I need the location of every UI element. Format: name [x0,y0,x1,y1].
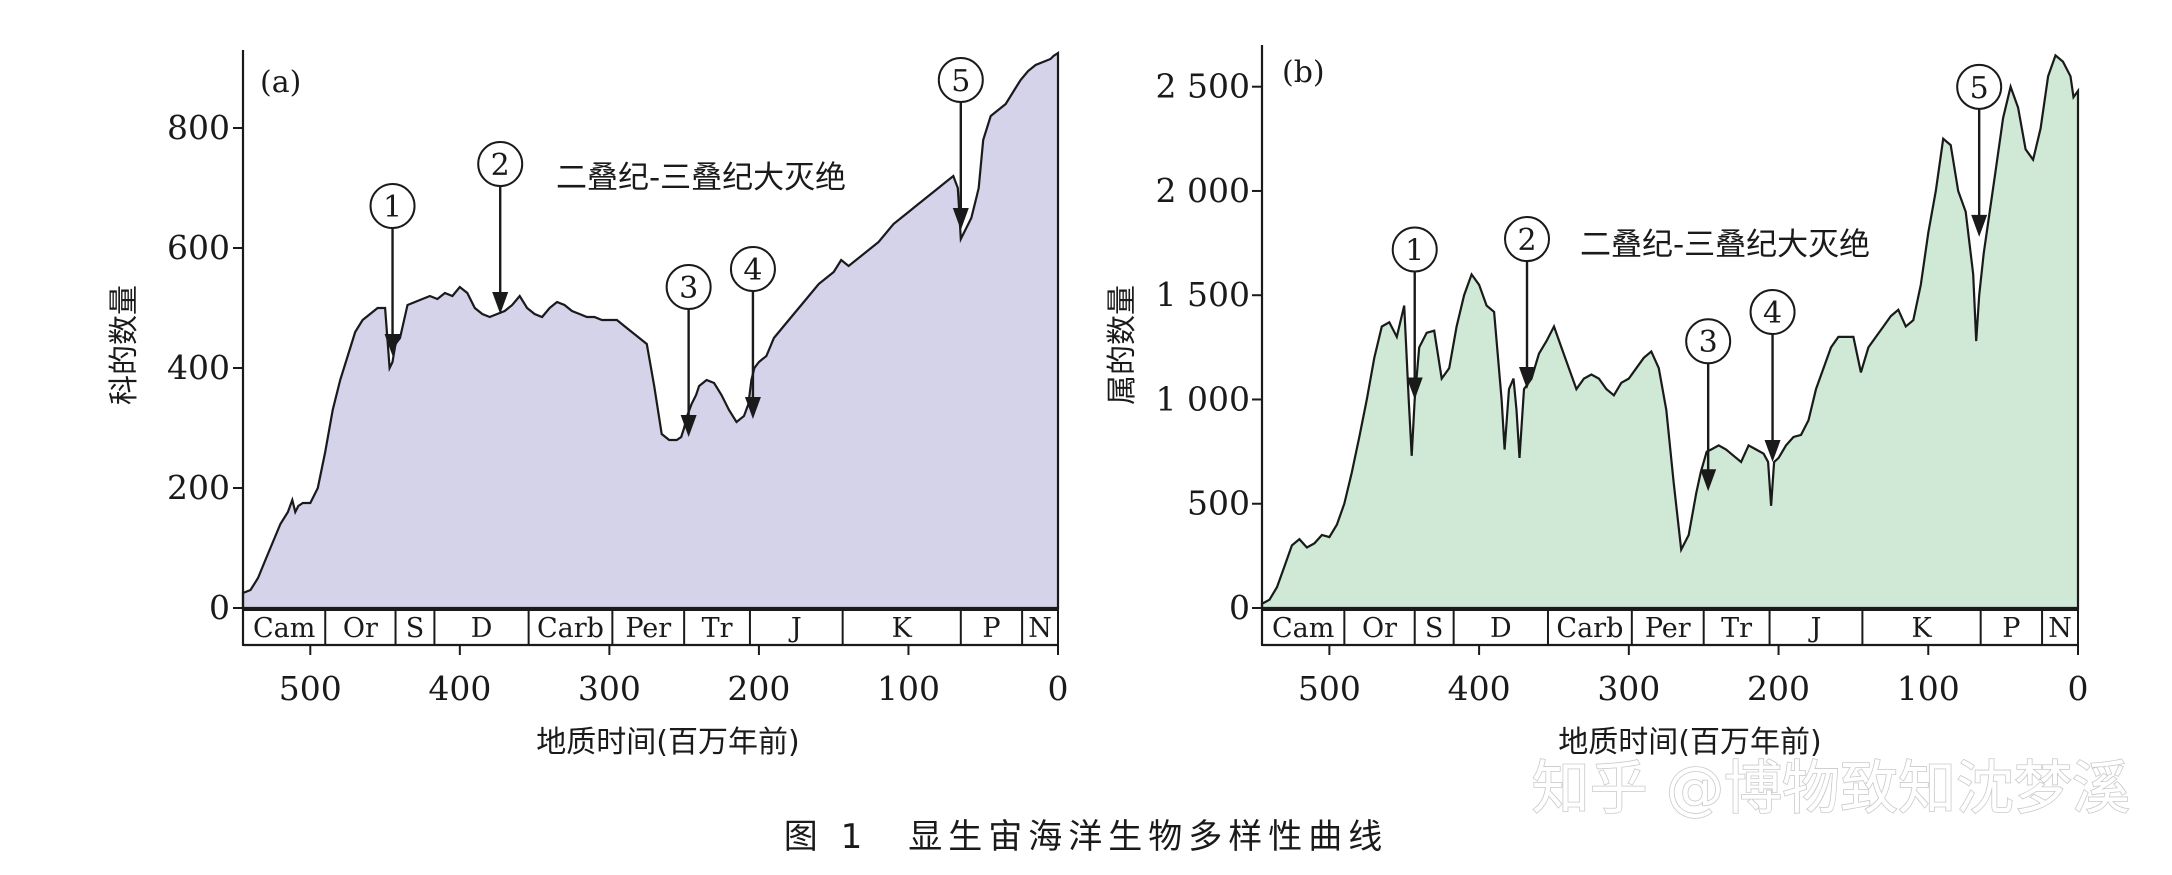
period-label: Per [625,613,671,644]
panel-a-events: 1 2 3 4 5 [369,57,984,437]
event-marker-number: 4 [1763,296,1782,331]
event-arrow-head [1700,469,1717,492]
event-marker-number: 5 [1970,71,1989,106]
panel-b-label: (b) [1282,55,1325,90]
x-tick-label: 400 [1448,669,1511,708]
watermark: 知乎 @博物致知沈梦溪 [1532,754,2130,822]
x-tick-label: 100 [877,669,940,708]
event-marker-number: 5 [951,64,970,99]
x-tick-label: 500 [279,669,342,708]
panel-b: Cam Or S D Carb Per Tr J K P N 500 400 300 200 100 0 0 50… [1105,45,2089,760]
event-marker-number: 2 [491,148,510,183]
y-tick-label: 800 [167,108,230,147]
event-marker-number: 2 [1517,223,1536,258]
panel-b-annotation: 二叠纪-三叠纪大灭绝 [1580,227,1870,263]
panel-b-x-axis-title: 地质时间(百万年前) [1558,725,1821,760]
y-tick-label: 2 000 [1156,171,1250,210]
period-label: N [1028,613,1052,644]
period-label: Per [1645,613,1691,644]
figure-caption: 图 1 显生宙海洋生物多样性曲线 [784,817,1388,857]
panel-b-y-axis-title: 属的数量 [1105,285,1140,405]
period-label: Carb [1556,613,1623,644]
event-arrow-head [680,415,697,437]
y-tick-label: 200 [167,468,230,507]
event-arrow-head [384,334,401,356]
event-arrow-head [1519,367,1536,390]
period-label: Tr [1721,613,1752,644]
panel-a-annotation: 二叠纪-三叠纪大灭绝 [556,160,846,196]
period-label: K [1911,613,1932,644]
panel-a-label: (a) [260,65,301,100]
event-marker-number: 4 [743,253,762,288]
event-marker-number: 1 [383,190,402,225]
event-arrow-head [744,397,761,419]
y-tick-label: 1 500 [1156,275,1250,314]
y-tick-label: 400 [167,348,230,387]
period-label: N [2048,613,2072,644]
event-arrow-head [1406,377,1423,400]
event-marker-number: 3 [1699,325,1718,360]
event-arrow-head [492,292,509,314]
panel-b-events: 1 2 3 4 5 [1391,63,2003,492]
period-label: D [471,613,493,644]
period-label: P [2002,613,2020,644]
panel-a-x-axis-title: 地质时间(百万年前) [536,725,799,760]
x-tick-label: 100 [1897,669,1960,708]
y-tick-label: 0 [209,588,230,627]
period-label: P [982,613,1000,644]
event-arrow-head [1971,214,1988,237]
panel-a: Cam Or S D Carb Per Tr J K P N 500 400 300 200 100 0 0 20… [107,50,1069,760]
x-tick-label: 200 [1747,669,1810,708]
event-arrow-head [952,208,969,230]
period-band-box [1261,609,2079,646]
period-label: D [1490,613,1512,644]
period-label: Cam [1272,613,1334,644]
y-tick-label: 2 500 [1156,67,1250,106]
x-tick-label: 200 [727,669,790,708]
period-label: Carb [537,613,604,644]
panel-a-ticks: 500 400 300 200 100 0 0 200 400 600 800 [167,108,1069,708]
panel-a-area [241,50,1060,610]
period-label: S [406,613,425,644]
x-tick-label: 300 [578,669,641,708]
y-tick-label: 500 [1187,484,1250,523]
x-tick-label: 400 [428,669,491,708]
event-marker-number: 1 [1405,233,1424,268]
y-tick-label: 600 [167,228,230,267]
panel-b-period-band: Cam Or S D Carb Per Tr J K P N [1261,609,2079,646]
period-label: Tr [702,613,733,644]
event-marker-number: 3 [679,271,698,306]
x-tick-label: 0 [2068,669,2089,708]
y-tick-label: 0 [1229,588,1250,627]
period-label: Cam [253,613,315,644]
x-tick-label: 500 [1298,669,1361,708]
panel-a-period-band: Cam Or S D Carb Per Tr J K P N [242,609,1059,646]
panel-b-area [1260,53,2080,610]
period-label: S [1425,613,1444,644]
period-label: K [892,613,913,644]
period-label: Or [343,613,378,644]
y-tick-label: 1 000 [1156,379,1250,418]
period-label: Or [1362,613,1397,644]
period-label: J [1808,613,1822,644]
event-arrow-head [1764,440,1781,463]
x-tick-label: 300 [1597,669,1660,708]
period-label: J [788,613,802,644]
panel-a-y-axis-title: 科的数量 [107,285,142,405]
x-tick-label: 0 [1048,669,1069,708]
